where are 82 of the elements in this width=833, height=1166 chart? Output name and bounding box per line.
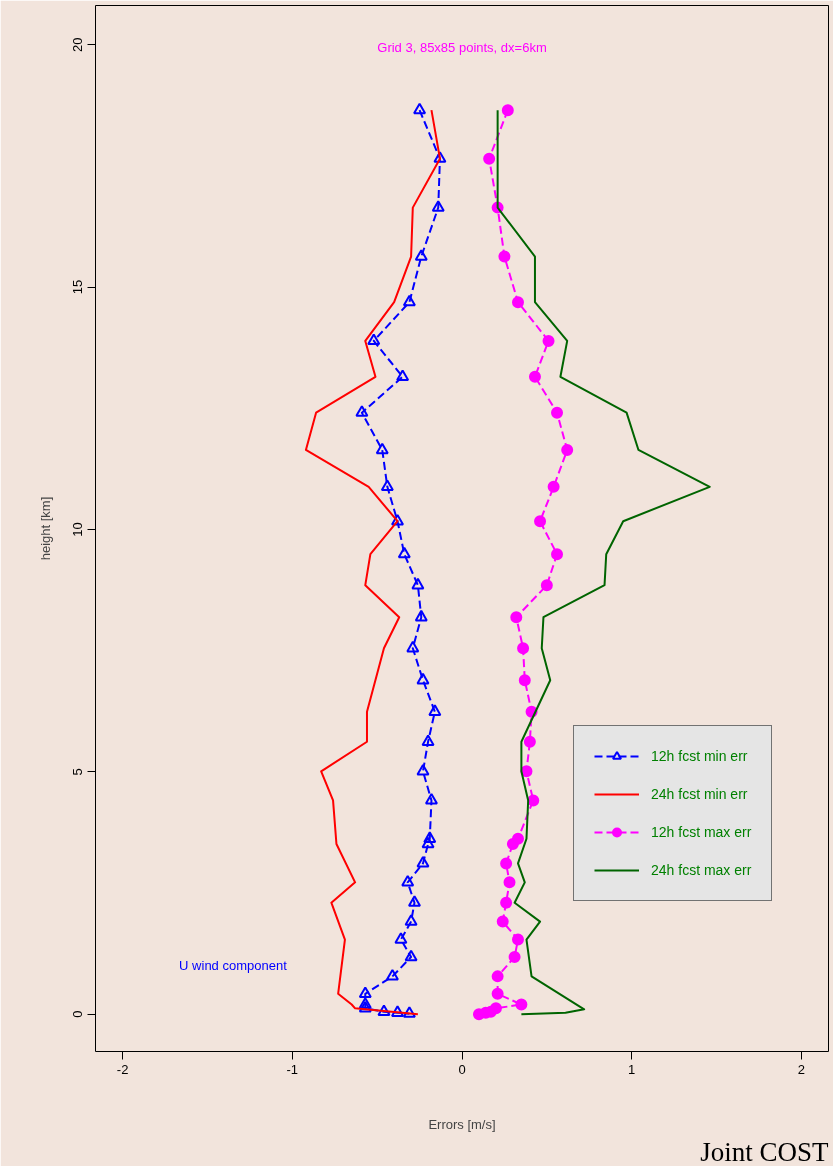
x-axis-title: Errors [m/s] bbox=[428, 1116, 496, 1132]
point bbox=[547, 480, 560, 493]
point bbox=[380, 479, 394, 491]
point bbox=[515, 998, 528, 1011]
annotation: U wind component bbox=[179, 958, 288, 974]
point bbox=[498, 250, 511, 263]
point bbox=[394, 932, 408, 944]
point bbox=[431, 200, 445, 212]
point bbox=[413, 102, 427, 115]
legend-label: 12h fcst min err bbox=[651, 748, 748, 764]
point bbox=[511, 933, 524, 946]
point bbox=[404, 949, 418, 962]
point bbox=[367, 333, 381, 346]
point bbox=[523, 735, 536, 748]
point bbox=[421, 836, 435, 849]
point bbox=[511, 296, 524, 309]
point bbox=[396, 369, 410, 381]
point bbox=[401, 874, 415, 887]
point bbox=[527, 794, 540, 807]
point bbox=[506, 838, 519, 851]
x-tick-label: 1 bbox=[628, 1061, 636, 1077]
point bbox=[375, 442, 389, 455]
legend-label: 24h fcst min err bbox=[651, 786, 748, 802]
point bbox=[421, 734, 435, 746]
y-tick-label: 15 bbox=[70, 279, 86, 295]
point bbox=[561, 443, 574, 456]
point bbox=[402, 294, 416, 307]
y-axis-title: height [km] bbox=[37, 496, 53, 561]
point bbox=[508, 950, 521, 963]
point bbox=[402, 1006, 416, 1018]
point bbox=[472, 1008, 485, 1021]
point bbox=[517, 642, 530, 655]
point bbox=[355, 405, 369, 417]
legend-label: 12h fcst max err bbox=[651, 824, 752, 840]
legend-label: 24h fcst max err bbox=[651, 862, 752, 878]
point bbox=[510, 611, 523, 624]
point bbox=[416, 856, 430, 868]
point bbox=[428, 704, 442, 716]
point bbox=[540, 579, 553, 592]
x-tick-label: 0 bbox=[458, 1061, 466, 1077]
point bbox=[496, 915, 509, 928]
point bbox=[491, 970, 504, 983]
point bbox=[500, 857, 513, 870]
point bbox=[377, 1004, 391, 1016]
point bbox=[391, 513, 405, 526]
point bbox=[423, 831, 437, 843]
point bbox=[416, 763, 430, 776]
point bbox=[424, 793, 438, 805]
x-tick-label: -2 bbox=[116, 1061, 129, 1077]
x-tick-label: 2 bbox=[797, 1061, 805, 1077]
point bbox=[404, 914, 418, 926]
y-tick-label: 10 bbox=[70, 522, 86, 537]
point bbox=[433, 151, 447, 163]
point bbox=[414, 609, 428, 622]
point bbox=[501, 104, 514, 117]
point bbox=[500, 896, 513, 909]
y-tick-label: 5 bbox=[70, 768, 86, 776]
point bbox=[518, 674, 531, 687]
point bbox=[414, 249, 428, 261]
point bbox=[551, 548, 564, 561]
text: Joint COST bbox=[700, 1136, 830, 1166]
point bbox=[385, 969, 399, 981]
point bbox=[358, 997, 372, 1009]
annotation: Grid 3, 85x85 points, dx=6km bbox=[377, 39, 547, 55]
point bbox=[528, 370, 541, 383]
point bbox=[416, 672, 430, 685]
y-tick-label: 20 bbox=[70, 37, 86, 52]
point bbox=[503, 876, 516, 889]
x-tick-label: -1 bbox=[286, 1061, 299, 1077]
point bbox=[406, 640, 420, 653]
point bbox=[358, 1001, 372, 1013]
point bbox=[534, 515, 547, 528]
point bbox=[483, 152, 496, 165]
point bbox=[391, 1005, 405, 1017]
point bbox=[542, 334, 555, 347]
point bbox=[491, 987, 504, 1000]
y-tick-label: 0 bbox=[70, 1010, 86, 1018]
point bbox=[407, 895, 421, 907]
point bbox=[397, 546, 411, 559]
point bbox=[551, 406, 564, 419]
point bbox=[411, 577, 425, 590]
point bbox=[358, 986, 372, 998]
